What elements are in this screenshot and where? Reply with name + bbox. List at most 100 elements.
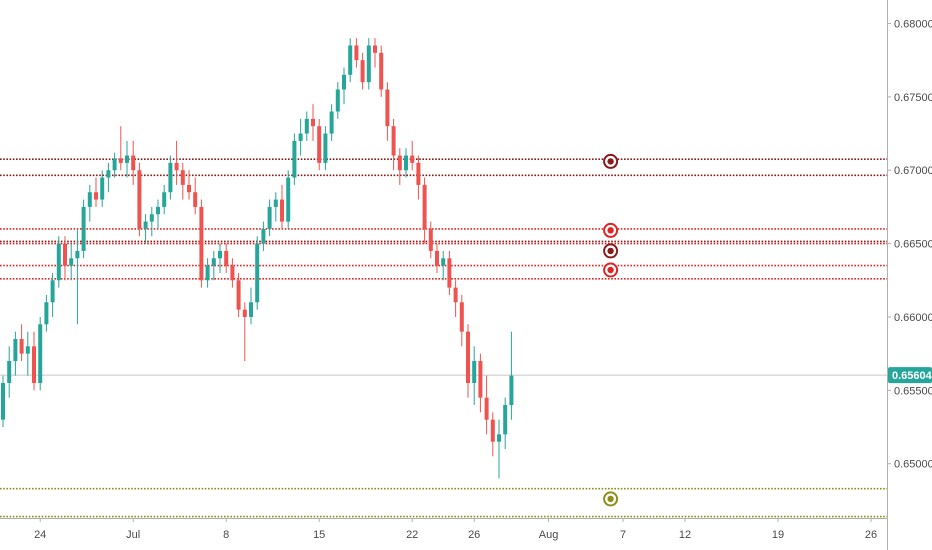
candle-body [342,74,346,90]
candle-body [143,221,148,229]
candle-body [466,331,470,383]
candle-body [435,250,439,266]
candle-body [490,419,495,442]
candle-body [428,228,433,251]
level-marker-dot [607,247,614,255]
level-marker-dot [607,266,614,274]
candle-body [25,346,30,354]
candle-body [416,162,421,185]
x-tick-label: 8 [223,529,229,541]
candle-body [360,60,365,83]
y-tick-label: 0.66500 [894,239,932,251]
candle-body [441,258,446,266]
candle-body [63,243,67,266]
candle-body [112,158,117,171]
candle-body [497,434,501,442]
candle-body [292,140,297,178]
candle-body [267,206,272,229]
candle-body [391,126,396,156]
candle-body [125,155,129,163]
x-tick-label: 19 [772,529,784,541]
candle-body [38,324,43,383]
candle-body [156,206,160,215]
candle-body [447,258,452,288]
candle-body [286,177,291,222]
candle-body [280,199,284,222]
candle-body [410,155,415,163]
candle-body [174,162,179,171]
candle-body [422,184,427,229]
candle-body [106,170,111,178]
y-tick-label: 0.68000 [894,18,932,30]
candle-body [94,192,98,200]
candle-body [373,45,377,53]
candle-body [509,375,514,406]
candle-body [193,192,198,207]
y-tick-label: 0.67500 [894,92,932,104]
x-tick-label: Aug [539,529,559,541]
candle-body [459,302,464,332]
candle-body [19,338,24,354]
candle-body [335,89,340,112]
y-tick-label: 0.67000 [894,165,932,177]
candle-body [13,338,18,361]
candle-body [453,287,458,303]
x-tick-label: 12 [679,529,691,541]
candle-body [7,360,12,383]
current-price-tag-background [888,367,932,384]
candle-body [187,184,191,193]
candle-body [56,243,61,281]
x-axis[interactable]: 24 Jul 8 15 22 26 Aug 7 12 19 26 [0,518,887,541]
candle-body [100,177,105,200]
candle-body [354,45,359,61]
candle-body [199,206,204,281]
x-tick-label: 7 [620,529,626,541]
level-marker-dot [607,495,614,503]
candle-body [304,118,309,134]
candle-body [211,258,216,266]
candle-body [478,360,483,398]
candle-body [261,228,266,244]
candle-body [397,155,402,171]
candle-body [298,133,303,141]
y-axis[interactable]: 0.68000 0.67500 0.67000 0.66500 0.66000 0.655… [887,0,932,550]
candle-body [218,250,222,259]
candle-body [75,250,80,259]
candle-body [131,155,136,171]
candle-body [273,199,278,207]
current-price-label: 0.65604 [892,370,932,382]
candle-body [329,111,334,134]
x-tick-label: 22 [406,529,418,541]
y-tick-label: 0.66000 [894,312,932,324]
candle-body [404,155,408,171]
candle-body [180,170,185,185]
candle-body [230,265,235,281]
candle-body [168,162,173,193]
candle-body [379,52,384,90]
candle-body [1,382,5,420]
candle-body [50,280,55,303]
candle-body [503,405,508,435]
candle-body [484,397,489,420]
x-tick-label: 26 [468,529,480,541]
x-tick-label: 15 [313,529,325,541]
level-marker-dot [607,158,614,165]
candle-body [348,45,353,75]
candle-body [118,158,123,163]
candle-body [44,302,49,325]
level-markers [603,153,619,507]
candle-body [317,126,322,163]
candle-body [311,118,315,127]
x-tick-label: Jul [126,529,140,541]
candle-body [385,89,390,127]
candle-body [472,360,477,383]
y-tick-label: 0.65000 [894,459,932,471]
candle-body [137,170,142,229]
candle-body [32,346,36,383]
candle-body [224,250,229,266]
candle-body [162,192,167,207]
y-tick-label: 0.65500 [894,385,932,397]
x-tick-label: 24 [34,529,46,541]
candle-body [242,309,247,317]
